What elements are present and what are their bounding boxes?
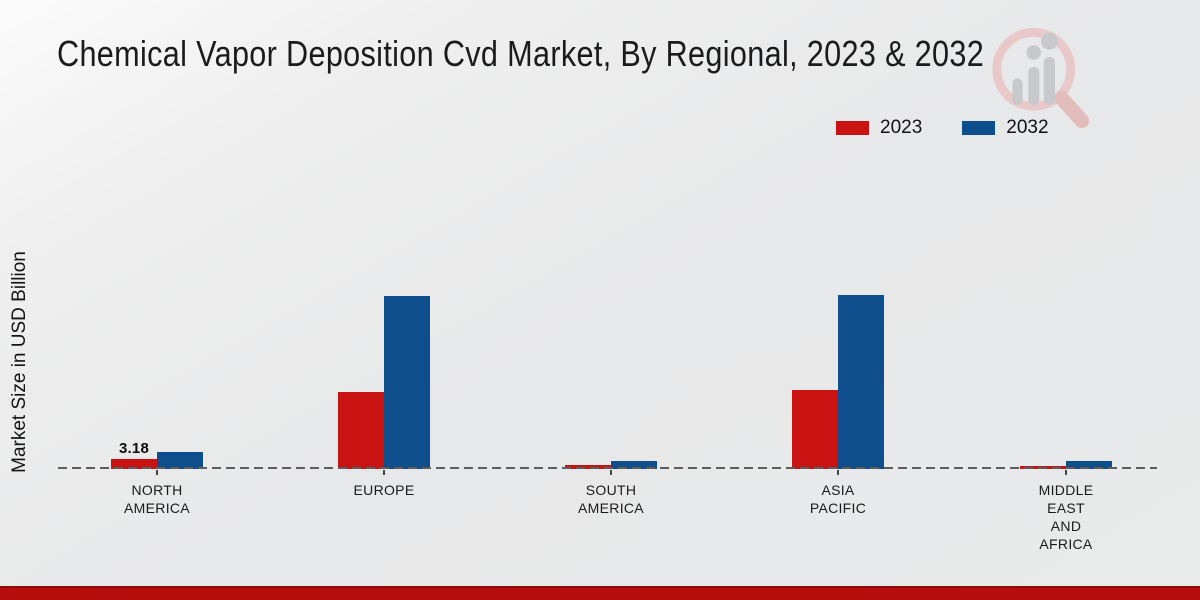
axis-tick: [610, 470, 612, 475]
category-label-europe: EUROPE: [353, 482, 415, 498]
category-label-north-america: NORTH AMERICA: [124, 482, 190, 516]
legend-item-2023: 2023: [836, 117, 922, 139]
legend-item-2032: 2032: [962, 117, 1049, 139]
footer-accent-bar: [0, 586, 1200, 600]
axis-tick: [837, 470, 839, 475]
bar-2032-europe: [384, 296, 430, 469]
chart-title: Chemical Vapor Deposition Cvd Market, By…: [57, 33, 985, 74]
legend-label-2032: 2032: [1006, 117, 1049, 138]
legend-swatch-2032: [962, 121, 996, 135]
bar-2032-north-america: [157, 452, 203, 469]
magnifier-bar-chart-logo-icon: [992, 27, 1090, 129]
axis-tick: [156, 470, 158, 475]
category-label-south-america: SOUTH AMERICA: [578, 482, 644, 516]
bar-2032-south-america: [611, 461, 657, 469]
legend-label-2023: 2023: [880, 117, 923, 138]
bar-value-label: 3.18: [119, 440, 149, 457]
axis-tick: [383, 470, 385, 475]
bar-2032-asia-pacific: [838, 295, 884, 469]
category-label-middle-east-and-africa: MIDDLE EAST AND AFRICA: [1038, 482, 1094, 552]
bar-2023-europe: [338, 392, 384, 469]
legend-swatch-2023: [836, 121, 869, 135]
axis-tick: [1065, 470, 1067, 475]
y-axis-label: Market Size in USD Billion: [9, 251, 30, 473]
zero-baseline: [58, 467, 1157, 469]
bar-2023-north-america: [111, 459, 157, 469]
category-label-asia-pacific: ASIA PACIFIC: [809, 482, 867, 516]
bar-2023-asia-pacific: [792, 390, 838, 469]
bar-2032-middle-east-and-africa: [1066, 461, 1112, 469]
legend: 2023 2032: [836, 117, 1049, 139]
